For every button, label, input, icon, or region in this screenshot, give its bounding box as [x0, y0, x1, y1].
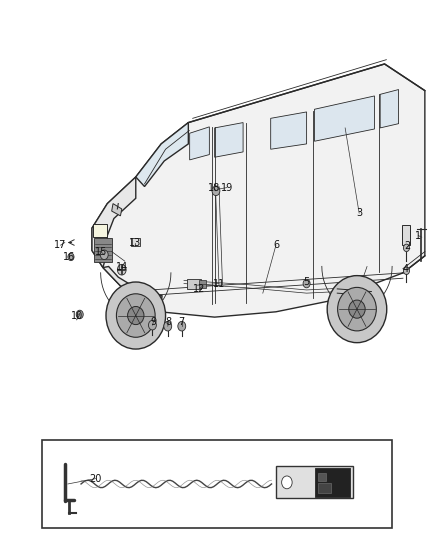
Text: 17: 17 — [54, 240, 67, 250]
Text: 6: 6 — [273, 240, 279, 250]
Polygon shape — [190, 127, 209, 160]
Text: 19: 19 — [221, 183, 233, 192]
Ellipse shape — [349, 300, 365, 318]
Text: 20: 20 — [89, 474, 102, 483]
Text: 4: 4 — [402, 264, 408, 274]
Ellipse shape — [117, 294, 155, 337]
Circle shape — [164, 321, 172, 331]
Circle shape — [282, 476, 292, 489]
Bar — [199, 280, 206, 288]
Text: 7: 7 — [179, 318, 185, 327]
Polygon shape — [271, 112, 307, 149]
Polygon shape — [92, 64, 425, 317]
Circle shape — [178, 321, 186, 331]
Text: 2: 2 — [404, 241, 410, 251]
Polygon shape — [136, 123, 188, 187]
Bar — [315, 468, 350, 497]
Text: 1: 1 — [415, 231, 421, 240]
Polygon shape — [215, 123, 243, 157]
Bar — [131, 238, 140, 246]
Circle shape — [68, 253, 74, 261]
Circle shape — [117, 264, 126, 275]
Ellipse shape — [106, 282, 166, 349]
Bar — [187, 279, 201, 289]
Text: 14: 14 — [116, 262, 128, 271]
Bar — [93, 224, 107, 237]
Text: 10: 10 — [71, 311, 83, 320]
Bar — [318, 483, 331, 493]
Text: 11: 11 — [213, 279, 225, 288]
Circle shape — [76, 310, 83, 319]
Bar — [276, 466, 353, 498]
Text: 9: 9 — [150, 318, 156, 327]
Text: 3: 3 — [356, 208, 362, 218]
Circle shape — [303, 279, 310, 288]
Text: 12: 12 — [193, 284, 205, 294]
Polygon shape — [92, 177, 136, 268]
Text: 13: 13 — [129, 238, 141, 247]
Bar — [402, 225, 410, 245]
Ellipse shape — [338, 287, 376, 331]
Bar — [42, 440, 392, 528]
Bar — [318, 473, 326, 481]
Circle shape — [403, 244, 410, 252]
Polygon shape — [112, 204, 122, 216]
Circle shape — [100, 250, 108, 260]
Circle shape — [403, 267, 410, 274]
Text: 8: 8 — [166, 318, 172, 327]
Ellipse shape — [127, 306, 144, 325]
Polygon shape — [380, 90, 399, 128]
Bar — [94, 238, 112, 262]
Ellipse shape — [327, 276, 387, 343]
Polygon shape — [103, 266, 162, 312]
Circle shape — [148, 320, 156, 330]
Circle shape — [212, 186, 220, 196]
Text: 18: 18 — [208, 183, 220, 192]
Polygon shape — [314, 96, 374, 141]
Text: 15: 15 — [95, 247, 107, 256]
Text: 5: 5 — [304, 278, 310, 287]
Text: 16: 16 — [63, 252, 75, 262]
